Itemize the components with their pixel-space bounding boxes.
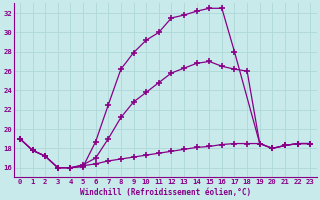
X-axis label: Windchill (Refroidissement éolien,°C): Windchill (Refroidissement éolien,°C) — [79, 188, 251, 197]
